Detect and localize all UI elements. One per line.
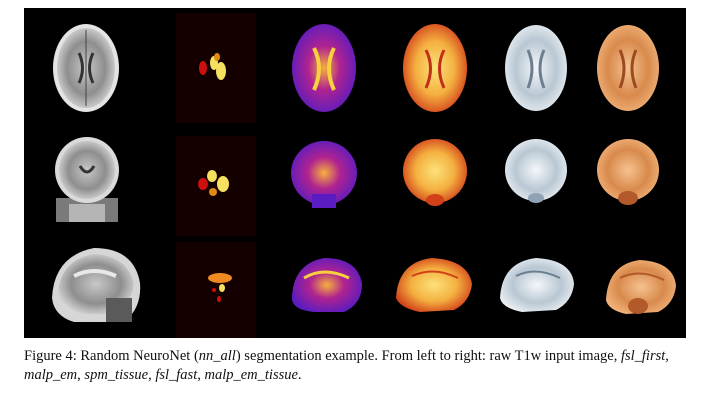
caption-nn-all: nn_all: [198, 348, 236, 364]
row-axial: [53, 13, 659, 123]
axial-spm-tissue-image: [403, 24, 467, 112]
caption-fsl-fast: fsl_fast: [155, 367, 198, 383]
coronal-spm-tissue-image: [403, 139, 467, 206]
sagittal-malp-em-image: [292, 258, 362, 312]
axial-malp-em-tissue-image: [597, 25, 659, 111]
coronal-fsl-fast-image: [505, 139, 567, 203]
axial-fsl-fast-image: [505, 25, 567, 111]
axial-fsl-first-image: [176, 13, 256, 123]
row-coronal: [55, 136, 659, 236]
coronal-fsl-first-image: [176, 136, 256, 236]
sagittal-t1-image: [52, 248, 141, 322]
coronal-t1-image: [55, 137, 119, 222]
figure-grid: [52, 13, 676, 338]
axial-malp-em-image: [292, 24, 356, 112]
sagittal-fsl-first-image: [176, 242, 256, 338]
sagittal-spm-tissue-image: [396, 258, 472, 312]
caption-malp-em-tissue: malp_em_tissue: [204, 367, 298, 383]
axial-t1-image: [53, 24, 119, 112]
caption-spm-tissue: spm_tissue: [84, 367, 149, 383]
caption-label: Figure 4:: [24, 348, 77, 364]
coronal-malp-em-image: [291, 141, 357, 208]
row-sagittal: [52, 242, 676, 338]
coronal-malp-em-tissue-image: [597, 139, 659, 205]
sagittal-fsl-fast-image: [500, 258, 574, 312]
segmentation-figure: [24, 8, 686, 338]
caption-malp-em: malp_em: [24, 367, 78, 383]
figure-caption: Figure 4: Random NeuroNet (nn_all) segme…: [24, 348, 669, 383]
caption-fsl-first: fsl_first: [620, 348, 666, 364]
sagittal-malp-em-tissue-image: [606, 260, 676, 314]
